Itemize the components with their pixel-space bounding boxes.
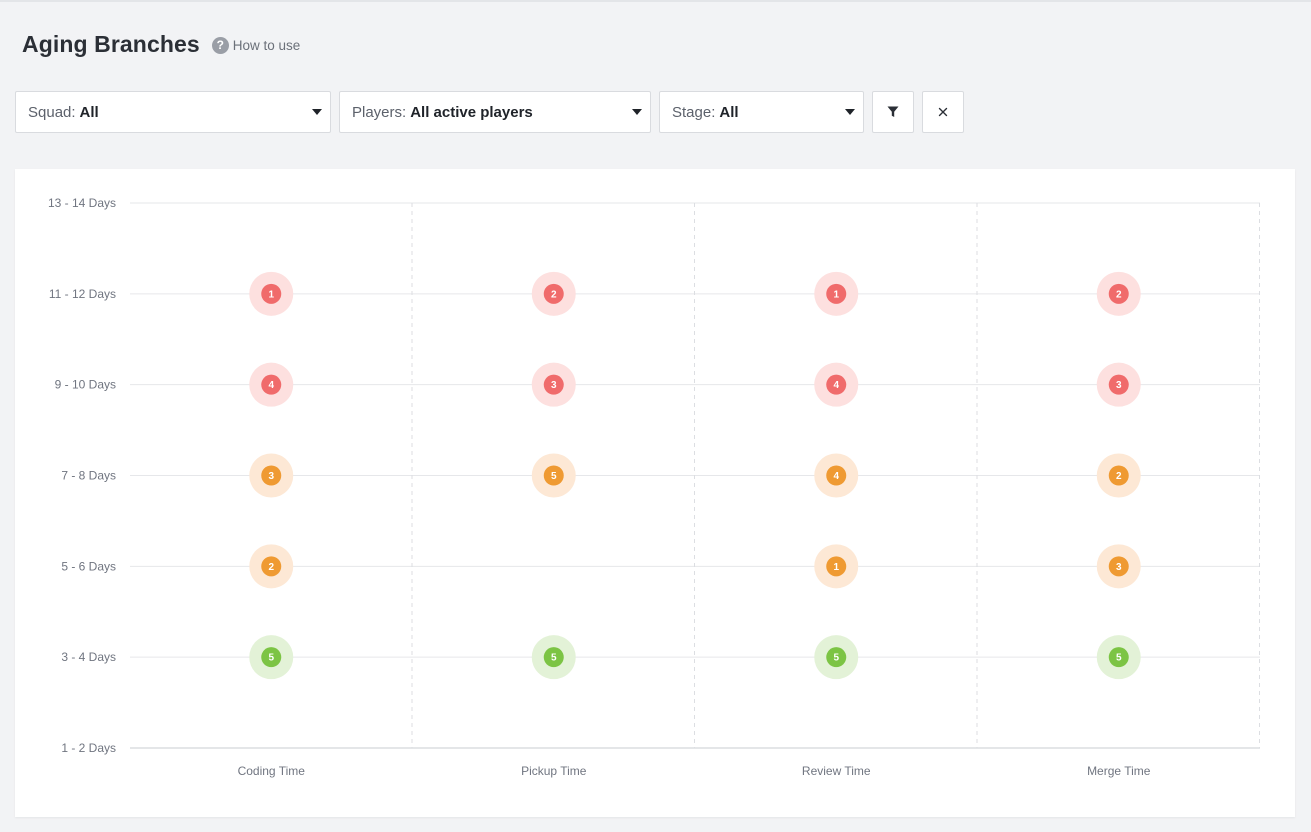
data-point-dot: [261, 556, 282, 577]
close-icon: [938, 107, 948, 117]
data-point-dot: [261, 647, 282, 668]
data-point-dot: [826, 647, 847, 668]
top-divider: [0, 0, 1311, 2]
data-point-dot: [543, 465, 564, 486]
funnel-icon: [887, 106, 899, 117]
y-tick-label: 11 - 12 Days: [49, 287, 116, 301]
data-point-count: 3: [551, 380, 557, 391]
players-label: Players:: [352, 103, 407, 121]
data-point-count: 5: [1116, 653, 1122, 664]
data-point-dot: [261, 283, 282, 304]
data-point-count: 3: [1116, 380, 1122, 391]
page-title: Aging Branches: [22, 30, 200, 57]
filter-button[interactable]: [872, 91, 914, 133]
players-value: All active players: [410, 103, 533, 121]
squad-value: All: [79, 103, 99, 121]
data-point-dot: [1108, 647, 1129, 668]
data-point[interactable]: 5: [531, 635, 576, 680]
x-tick-label: Review Time: [802, 764, 871, 778]
data-point-dot: [543, 283, 564, 304]
data-point[interactable]: 4: [814, 362, 859, 407]
data-point[interactable]: 1: [249, 271, 294, 316]
data-point-count: 5: [551, 471, 557, 482]
data-point[interactable]: 4: [249, 362, 294, 407]
data-point[interactable]: 5: [249, 635, 294, 680]
data-point-dot: [261, 374, 282, 395]
data-point[interactable]: 2: [249, 544, 294, 589]
x-tick-label: Coding Time: [238, 764, 306, 778]
data-point[interactable]: 1: [814, 271, 859, 316]
data-point-count: 2: [1116, 471, 1122, 482]
x-tick-label: Merge Time: [1087, 764, 1151, 778]
data-point-count: 2: [551, 289, 557, 300]
chevron-down-icon: [845, 109, 855, 115]
how-to-use-label: How to use: [232, 37, 301, 53]
data-point-count: 2: [1116, 289, 1122, 300]
y-tick-label: 3 - 4 Days: [61, 650, 116, 664]
y-tick-label: 1 - 2 Days: [61, 741, 116, 755]
players-dropdown[interactable]: Players: All active players: [339, 91, 651, 133]
data-point[interactable]: 5: [814, 635, 859, 680]
data-point-dot: [1108, 283, 1129, 304]
y-tick-label: 9 - 10 Days: [55, 378, 116, 392]
aging-chart: 13 - 14 Days 11 - 12 Days 9 - 10 Days 7 - 8…: [48, 196, 1260, 778]
data-point[interactable]: 3: [1096, 362, 1141, 407]
data-point[interactable]: 4: [814, 453, 859, 498]
data-point-count: 5: [833, 653, 839, 664]
data-point-dot: [543, 647, 564, 668]
squad-label: Squad:: [28, 103, 76, 121]
stage-value: All: [719, 103, 739, 121]
data-point-dot: [826, 374, 847, 395]
x-tick-label: Pickup Time: [521, 764, 587, 778]
data-point-count: 1: [268, 289, 274, 300]
data-point-dot: [261, 465, 282, 486]
data-point-count: 5: [268, 653, 274, 664]
y-tick-label: 5 - 6 Days: [61, 559, 116, 573]
data-point-count: 3: [1116, 562, 1122, 573]
data-point-dot: [826, 556, 847, 577]
data-point[interactable]: 3: [1096, 544, 1141, 589]
data-point[interactable]: 1: [814, 544, 859, 589]
chevron-down-icon: [632, 109, 642, 115]
data-point-count: 1: [833, 289, 839, 300]
data-point[interactable]: 3: [531, 362, 576, 407]
y-tick-label: 13 - 14 Days: [48, 196, 116, 210]
data-point-count: 4: [833, 471, 839, 482]
data-point-count: 2: [268, 562, 274, 573]
chevron-down-icon: [312, 109, 322, 115]
data-point-dot: [826, 283, 847, 304]
data-point[interactable]: 5: [531, 453, 576, 498]
data-point[interactable]: 2: [531, 271, 576, 316]
data-point[interactable]: 3: [249, 453, 294, 498]
stage-label: Stage:: [672, 103, 716, 121]
squad-dropdown[interactable]: Squad: All: [15, 91, 331, 133]
data-point-count: 4: [268, 380, 274, 391]
data-point[interactable]: 5: [1096, 635, 1141, 680]
page-header: Aging Branches ? How to use: [22, 28, 300, 60]
data-point-count: 5: [551, 653, 557, 664]
question-circle-icon: ?: [211, 36, 229, 54]
data-point-dot: [543, 374, 564, 395]
y-tick-label: 7 - 8 Days: [61, 469, 116, 483]
clear-filters-button[interactable]: [922, 91, 964, 133]
data-point-count: 4: [833, 380, 839, 391]
data-point-dot: [1108, 556, 1129, 577]
data-point-dot: [1108, 465, 1129, 486]
data-point-count: 3: [268, 471, 274, 482]
data-point[interactable]: 2: [1096, 271, 1141, 316]
data-point-count: 1: [833, 562, 839, 573]
chart-card: 13 - 14 Days 11 - 12 Days 9 - 10 Days 7 - 8…: [15, 169, 1295, 817]
stage-dropdown[interactable]: Stage: All: [659, 91, 864, 133]
data-point-dot: [826, 465, 847, 486]
data-point[interactable]: 2: [1096, 453, 1141, 498]
data-point-dot: [1108, 374, 1129, 395]
how-to-use-link[interactable]: ? How to use: [211, 36, 301, 54]
